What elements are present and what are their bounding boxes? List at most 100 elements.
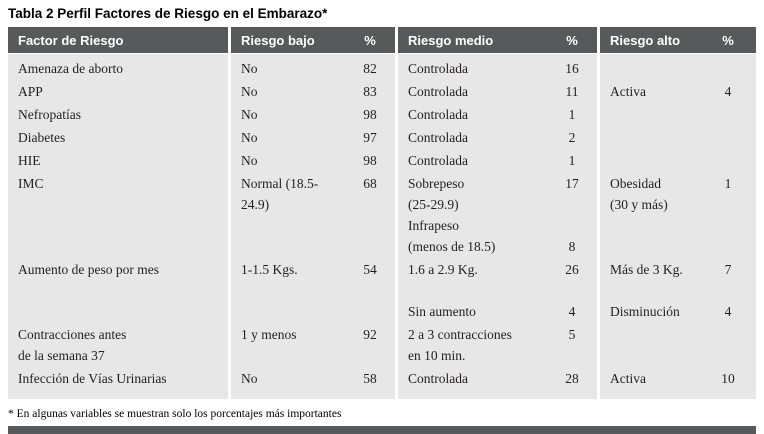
riesgo-alto-pct-cell: 1 bbox=[700, 173, 756, 194]
factor-cell: Nefropatías bbox=[8, 104, 228, 125]
cell-line: 26 bbox=[565, 262, 579, 277]
table-title: Tabla 2 Perfil Factores de Riesgo en el … bbox=[8, 6, 328, 21]
row-group bbox=[600, 149, 756, 172]
header-pct-cell: % bbox=[566, 32, 578, 48]
table-row: IMC Normal (18.5- 24.9) 68 Sobrepeso (25-29.9… bbox=[8, 172, 756, 258]
row-group bbox=[600, 54, 756, 80]
cell-line: No bbox=[241, 371, 258, 386]
table-row: APP No 83 Controlada 11 Activa 4 bbox=[8, 80, 756, 103]
cell-line bbox=[610, 104, 700, 125]
row-group: No 97 bbox=[231, 126, 395, 149]
cell-line: Aumento de peso por mes bbox=[18, 262, 159, 277]
row-group: Controlada 28 bbox=[398, 367, 597, 399]
riesgo-medio-pct-cell: 5 bbox=[547, 324, 597, 345]
riesgo-medio-cell: Controlada bbox=[398, 150, 547, 171]
cell-line: No bbox=[241, 130, 258, 145]
cell-line: 54 bbox=[363, 262, 377, 277]
row-group: 1 y menos 92 bbox=[231, 323, 395, 367]
factor-cell: APP bbox=[8, 81, 228, 102]
row-group: IMC bbox=[8, 172, 228, 258]
riesgo-bajo-cell: No bbox=[231, 127, 345, 148]
cell-line bbox=[700, 104, 756, 125]
riesgo-alto-pct-cell bbox=[700, 127, 756, 148]
cell-line: Controlada bbox=[408, 371, 468, 386]
header-cell: Riesgo medio bbox=[408, 32, 494, 48]
cell-line: Activa bbox=[610, 84, 646, 99]
riesgo-alto-cell: Activa bbox=[600, 368, 700, 389]
riesgo-medio-cell: Controlada bbox=[398, 58, 547, 79]
cell-line bbox=[610, 58, 700, 79]
cell-line: Sobrepeso bbox=[408, 176, 465, 191]
cell-line: 98 bbox=[363, 153, 377, 168]
header-group: Factor de Riesgo bbox=[8, 27, 228, 53]
cell-line: Amenaza de aborto bbox=[18, 61, 123, 76]
table-header-row: Factor de Riesgo Riesgo bajo% Riesgo medio… bbox=[8, 27, 756, 53]
cell-line: (25-29.9) bbox=[408, 197, 459, 212]
bottom-bar bbox=[8, 426, 756, 434]
riesgo-bajo-cell: No bbox=[231, 58, 345, 79]
cell-line: 1 bbox=[568, 153, 576, 168]
riesgo-alto-cell bbox=[600, 150, 700, 171]
cell-line: 5 bbox=[568, 327, 576, 342]
riesgo-medio-cell: 1.6 a 2.9 Kg. Sin aumento bbox=[398, 259, 547, 322]
table-row: Diabetes No 97 Controlada 2 bbox=[8, 126, 756, 149]
row-group: Activa 4 bbox=[600, 80, 756, 103]
cell-line: 7 bbox=[724, 262, 732, 277]
cell-line: Contracciones antes bbox=[18, 327, 127, 342]
riesgo-bajo-pct-cell: 98 bbox=[345, 150, 395, 171]
riesgo-medio-cell: 2 a 3 contracciones en 10 min. bbox=[398, 324, 547, 366]
cell-line bbox=[700, 58, 756, 79]
row-group: Controlada 11 bbox=[398, 80, 597, 103]
cell-line bbox=[610, 127, 700, 148]
cell-line: (menos de 18.5) bbox=[408, 239, 496, 254]
row-group: No 58 bbox=[231, 367, 395, 399]
cell-line: Controlada bbox=[408, 61, 468, 76]
riesgo-alto-cell bbox=[600, 127, 700, 148]
row-group: No 98 bbox=[231, 149, 395, 172]
cell-line bbox=[408, 280, 547, 301]
row-group: Contracciones antes de la semana 37 bbox=[8, 323, 228, 367]
riesgo-bajo-cell: Normal (18.5- 24.9) bbox=[231, 173, 345, 215]
row-group: No 83 bbox=[231, 80, 395, 103]
riesgo-alto-pct-cell bbox=[700, 324, 756, 345]
table-row: Contracciones antes de la semana 37 1 y me… bbox=[8, 323, 756, 367]
riesgo-medio-cell: Sobrepeso (25-29.9) Infrapeso (menos de 18.… bbox=[398, 173, 547, 257]
header-pct-cell: % bbox=[364, 32, 376, 48]
riesgo-bajo-cell: 1 y menos bbox=[231, 324, 345, 345]
cell-line: 8 bbox=[568, 239, 576, 254]
row-group: Controlada 2 bbox=[398, 126, 597, 149]
cell-line bbox=[610, 324, 700, 345]
cell-line bbox=[547, 215, 597, 236]
cell-line bbox=[700, 324, 756, 345]
riesgo-alto-cell: Más de 3 Kg. Disminución bbox=[600, 259, 700, 322]
cell-line bbox=[610, 280, 700, 301]
riesgo-medio-pct-cell: 16 bbox=[547, 58, 597, 79]
row-group: Sobrepeso (25-29.9) Infrapeso (menos de 18.… bbox=[398, 172, 597, 258]
cell-line: No bbox=[241, 153, 258, 168]
cell-line: Nefropatías bbox=[18, 107, 81, 122]
row-group: Nefropatías bbox=[8, 103, 228, 126]
cell-line: 92 bbox=[363, 327, 377, 342]
factor-cell: Aumento de peso por mes bbox=[8, 259, 228, 280]
cell-line: Diabetes bbox=[18, 130, 66, 145]
header-cell: Riesgo alto bbox=[610, 32, 681, 48]
riesgo-bajo-cell: No bbox=[231, 104, 345, 125]
cell-line: Controlada bbox=[408, 84, 468, 99]
riesgo-alto-cell: Obesidad (30 y más) bbox=[600, 173, 700, 215]
header-cell: Riesgo bajo bbox=[241, 32, 315, 48]
row-group: 2 a 3 contracciones en 10 min. 5 bbox=[398, 323, 597, 367]
riesgo-alto-pct-cell: 7 4 bbox=[700, 259, 756, 322]
riesgo-alto-pct-cell: 4 bbox=[700, 81, 756, 102]
cell-line: de la semana 37 bbox=[18, 348, 105, 363]
factor-cell: Infección de Vías Urinarias bbox=[8, 368, 228, 389]
riesgo-alto-cell bbox=[600, 104, 700, 125]
row-group: HIE bbox=[8, 149, 228, 172]
factor-cell: Diabetes bbox=[8, 127, 228, 148]
cell-line: 58 bbox=[363, 371, 377, 386]
cell-line: 10 bbox=[721, 371, 735, 386]
riesgo-alto-pct-cell bbox=[700, 104, 756, 125]
cell-line: 97 bbox=[363, 130, 377, 145]
cell-line: 24.9) bbox=[241, 197, 270, 212]
table-row: Amenaza de aborto No 82 Controlada 16 bbox=[8, 54, 756, 80]
riesgo-alto-cell: Activa bbox=[600, 81, 700, 102]
